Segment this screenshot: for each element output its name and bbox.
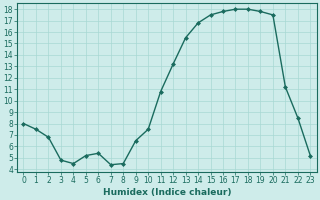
X-axis label: Humidex (Indice chaleur): Humidex (Indice chaleur): [103, 188, 231, 197]
